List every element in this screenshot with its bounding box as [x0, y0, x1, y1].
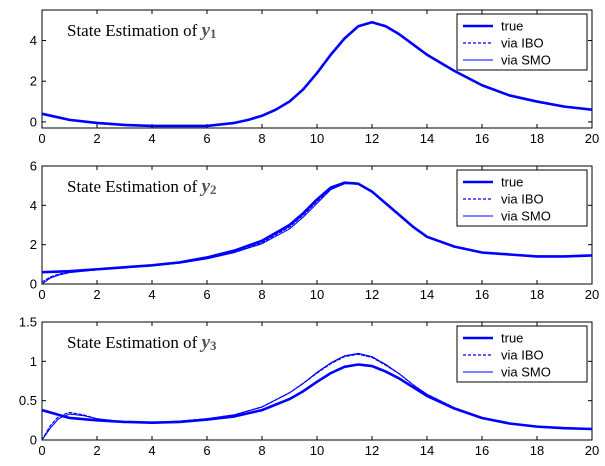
- legend-label: via IBO: [501, 192, 544, 207]
- x-tick-label: 2: [93, 443, 100, 458]
- x-tick-label: 16: [475, 443, 489, 458]
- x-tick-label: 16: [475, 131, 489, 146]
- series-line-via-smo: [42, 352, 592, 440]
- y-tick-label: 0: [30, 277, 37, 292]
- y-tick-label: 0: [30, 433, 37, 448]
- series-line-via-smo: [42, 21, 592, 127]
- annotation-subscript: 2: [210, 182, 217, 197]
- y-tick-label: 4: [30, 198, 37, 213]
- legend: true via IBO via SMO: [456, 13, 588, 71]
- y-tick-label: 6: [30, 159, 37, 174]
- legend: true via IBO via SMO: [456, 169, 588, 227]
- series-group: [42, 181, 592, 284]
- legend-box: [456, 13, 588, 71]
- x-tick-label: 10: [310, 443, 324, 458]
- x-tick-label: 0: [38, 443, 45, 458]
- x-tick-label: 12: [365, 131, 379, 146]
- x-tick-label: 2: [93, 287, 100, 302]
- x-tick-label: 2: [93, 131, 100, 146]
- legend-box: [456, 325, 588, 383]
- x-tick-label: 14: [420, 443, 434, 458]
- panel-annotation: State Estimation of y2: [67, 176, 217, 197]
- y-tick-label: 2: [30, 74, 37, 89]
- x-tick-label: 4: [148, 287, 155, 302]
- annotation-subscript: 3: [210, 338, 217, 353]
- series-line-via-smo: [42, 183, 592, 284]
- x-tick-label: 0: [38, 131, 45, 146]
- x-tick-label: 18: [530, 443, 544, 458]
- annotation-text: State Estimation of: [67, 21, 202, 40]
- x-tick-label: 18: [530, 131, 544, 146]
- y-tick-label: 4: [30, 33, 37, 48]
- legend-label: true: [501, 331, 523, 346]
- legend-label: via IBO: [501, 36, 544, 51]
- legend-label: true: [501, 175, 523, 190]
- annotation-variable: y: [200, 176, 211, 197]
- legend-box: [456, 169, 588, 227]
- x-tick-label: 10: [310, 131, 324, 146]
- y-tick-label: 1.5: [19, 315, 37, 330]
- legend-label: via SMO: [501, 53, 551, 68]
- annotation-variable: y: [200, 332, 211, 353]
- x-tick-label: 4: [148, 131, 155, 146]
- panel-annotation: State Estimation of y3: [67, 332, 217, 353]
- x-tick-label: 12: [365, 443, 379, 458]
- chart-panel-3: 0 2 4 6 8 10 12 14 16 18 20 0 0.5 1 1.5 State Estimatio…: [19, 315, 599, 459]
- x-tick-label: 18: [530, 287, 544, 302]
- x-tick-label: 14: [420, 287, 434, 302]
- x-tick-label: 6: [203, 287, 210, 302]
- series-group: [42, 352, 592, 440]
- legend-label: via SMO: [501, 209, 551, 224]
- x-tick-label: 20: [585, 287, 599, 302]
- x-tick-label: 6: [203, 443, 210, 458]
- annotation-variable: y: [200, 20, 211, 41]
- x-tick-label: 14: [420, 131, 434, 146]
- chart-panel-2: 0 2 4 6 8 10 12 14 16 18 20 0 2 4 6 State Estimation of…: [30, 159, 599, 303]
- annotation-text: State Estimation of: [67, 333, 202, 352]
- x-tick-label: 20: [585, 131, 599, 146]
- y-tick-label: 0: [30, 114, 37, 129]
- legend-label: true: [501, 19, 523, 34]
- x-tick-label: 6: [203, 131, 210, 146]
- series-group: [42, 20, 592, 128]
- y-tick-label: 2: [30, 237, 37, 252]
- x-tick-label: 20: [585, 443, 599, 458]
- x-tick-label: 8: [258, 443, 265, 458]
- annotation-text: State Estimation of: [67, 177, 202, 196]
- y-tick-label: 1: [30, 354, 37, 369]
- x-tick-label: 4: [148, 443, 155, 458]
- legend-label: via IBO: [501, 348, 544, 363]
- x-tick-label: 0: [38, 287, 45, 302]
- x-tick-label: 8: [258, 287, 265, 302]
- legend: true via IBO via SMO: [456, 325, 588, 383]
- x-tick-label: 10: [310, 287, 324, 302]
- legend-label: via SMO: [501, 365, 551, 380]
- y-tick-label: 0.5: [19, 393, 37, 408]
- x-tick-label: 8: [258, 131, 265, 146]
- chart-panel-1: 0 2 4 6 8 10 12 14 16 18 20 0 2 4 State Estimation of …: [30, 9, 599, 146]
- panel-annotation: State Estimation of y1: [67, 20, 217, 41]
- annotation-subscript: 1: [210, 26, 217, 41]
- x-tick-label: 12: [365, 287, 379, 302]
- x-tick-label: 16: [475, 287, 489, 302]
